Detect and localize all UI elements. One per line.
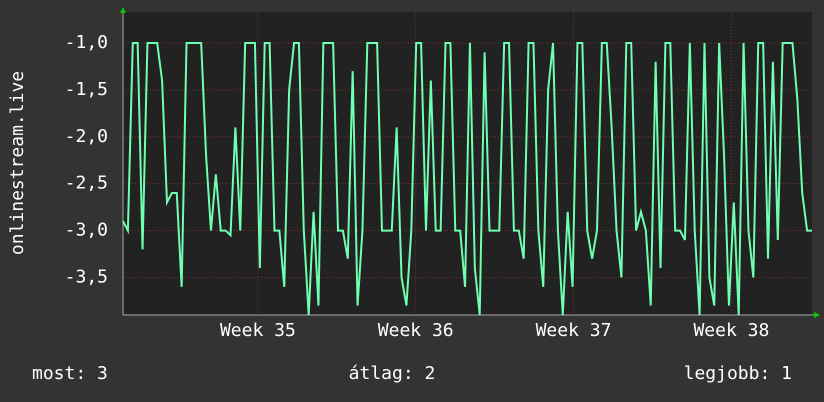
data-line <box>122 41 812 316</box>
x-tick-label: Week 36 <box>378 320 454 341</box>
x-tick-label: Week 37 <box>536 320 612 341</box>
x-arrow <box>814 312 820 318</box>
y-tick-label: -2,0 <box>65 126 108 147</box>
y-tick-label: -2,5 <box>65 173 108 194</box>
y-tick-label: -1,0 <box>65 32 108 53</box>
footer-current: most: 3 <box>32 363 108 384</box>
y-tick-label: -1,5 <box>65 79 108 100</box>
y-tick-label: -3,5 <box>65 266 108 287</box>
y-tick-label: -3,0 <box>65 220 108 241</box>
y-axis-label: onlinestream.live <box>7 71 28 255</box>
footer-average: átlag: 2 <box>349 363 436 384</box>
x-tick-label: Week 35 <box>220 320 296 341</box>
y-arrow <box>120 7 126 13</box>
x-tick-label: Week 38 <box>693 320 769 341</box>
footer-best: legjobb: 1 <box>684 363 792 384</box>
